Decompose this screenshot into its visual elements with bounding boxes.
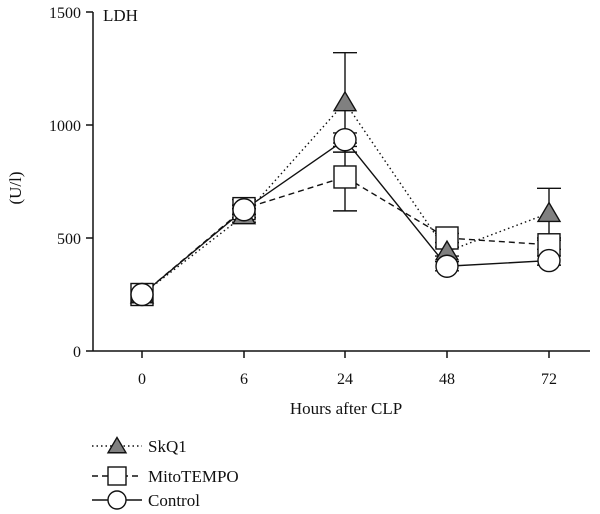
legend-label: Control bbox=[148, 491, 200, 510]
x-tick-label: 24 bbox=[337, 371, 353, 388]
y-tick-label: 1500 bbox=[49, 5, 81, 22]
circle-marker bbox=[107, 490, 127, 510]
triangle-marker bbox=[332, 90, 358, 112]
legend-label: MitoTEMPO bbox=[148, 467, 239, 486]
error-bars-skq1 bbox=[232, 51, 561, 257]
square-marker bbox=[333, 165, 357, 189]
legend-label: SkQ1 bbox=[148, 437, 187, 456]
series-line-mitotempo bbox=[141, 176, 550, 296]
circle-marker bbox=[130, 282, 154, 307]
x-axis-label: Hours after CLP bbox=[290, 399, 402, 418]
legend-item-mitotempo: MitoTEMPO bbox=[92, 466, 239, 486]
x-tick-label: 48 bbox=[439, 371, 455, 388]
legend-item-skq1: SkQ1 bbox=[92, 436, 187, 456]
circle-marker bbox=[232, 198, 256, 222]
x-axis-ticks: 0 6 24 48 72 bbox=[138, 351, 557, 388]
y-tick-label: 1000 bbox=[49, 118, 81, 135]
y-tick-label: 500 bbox=[57, 231, 81, 248]
x-tick-label: 6 bbox=[240, 371, 248, 388]
chart-title: LDH bbox=[103, 6, 138, 25]
y-tick-label: 0 bbox=[73, 344, 81, 361]
triangle-marker bbox=[536, 201, 562, 223]
axes: 0 500 1000 1500 0 6 24 48 72 bbox=[49, 5, 590, 388]
error-bars-control bbox=[232, 132, 561, 272]
circle-marker bbox=[435, 254, 459, 278]
triangle-marker bbox=[106, 436, 128, 454]
x-tick-label: 72 bbox=[541, 371, 557, 388]
y-axis-label: (U/l) bbox=[6, 171, 25, 204]
square-marker bbox=[107, 466, 127, 486]
x-tick-label: 0 bbox=[138, 371, 146, 388]
series-points-mitotempo bbox=[130, 165, 561, 307]
legend: SkQ1 MitoTEMPO Control bbox=[92, 436, 239, 510]
legend-item-control: Control bbox=[92, 490, 200, 510]
y-axis-ticks: 0 500 1000 1500 bbox=[49, 5, 93, 361]
series-layer bbox=[129, 51, 562, 307]
series-points-control bbox=[130, 127, 561, 307]
series-line-skq1 bbox=[141, 101, 550, 296]
circle-marker bbox=[333, 127, 357, 152]
circle-marker bbox=[537, 248, 561, 273]
